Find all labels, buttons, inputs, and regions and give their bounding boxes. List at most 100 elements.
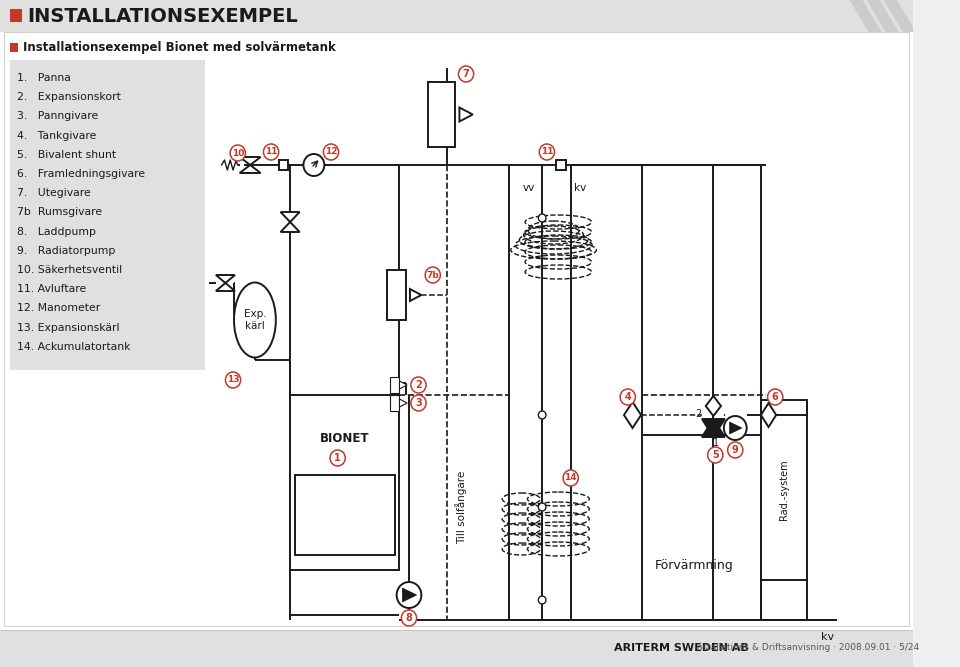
Polygon shape xyxy=(702,419,725,437)
Polygon shape xyxy=(410,289,421,301)
Bar xyxy=(4,32,909,626)
Text: 7: 7 xyxy=(463,69,469,79)
Polygon shape xyxy=(460,107,472,121)
Text: 1: 1 xyxy=(713,438,719,448)
Circle shape xyxy=(540,144,555,160)
Text: 6.   Framledningsgivare: 6. Framledningsgivare xyxy=(17,169,145,179)
Text: Till solfångare: Till solfångare xyxy=(455,471,468,544)
Text: 11: 11 xyxy=(540,147,553,157)
Text: 11: 11 xyxy=(265,147,277,157)
Circle shape xyxy=(539,411,546,419)
Polygon shape xyxy=(240,157,260,165)
Bar xyxy=(390,395,399,411)
Text: 11. Avluftare: 11. Avluftare xyxy=(17,284,86,294)
Circle shape xyxy=(620,389,636,405)
Text: kv: kv xyxy=(821,632,834,642)
Text: 2.   Expansionskort: 2. Expansionskort xyxy=(17,92,121,102)
Circle shape xyxy=(226,372,241,388)
Circle shape xyxy=(330,450,346,466)
Text: 13: 13 xyxy=(227,376,239,384)
Circle shape xyxy=(539,503,546,511)
Circle shape xyxy=(324,144,339,160)
Text: 3: 3 xyxy=(415,398,421,408)
Polygon shape xyxy=(624,402,641,428)
Text: INSTALLATIONSEXEMPEL: INSTALLATIONSEXEMPEL xyxy=(28,7,299,25)
Polygon shape xyxy=(399,381,407,389)
Text: 10. Säkerhetsventil: 10. Säkerhetsventil xyxy=(17,265,122,275)
Circle shape xyxy=(425,267,441,283)
Polygon shape xyxy=(216,283,235,291)
Circle shape xyxy=(411,395,426,411)
Circle shape xyxy=(401,610,417,626)
Text: 12: 12 xyxy=(324,147,337,157)
Bar xyxy=(761,400,806,580)
Circle shape xyxy=(411,377,426,393)
Bar xyxy=(10,9,22,22)
Text: 10: 10 xyxy=(231,149,244,157)
Circle shape xyxy=(303,154,324,176)
Text: 14: 14 xyxy=(564,474,577,482)
Text: Installations & Driftsanvisning · 2008.09.01 · 5/24: Installations & Driftsanvisning · 2008.0… xyxy=(694,644,920,652)
Text: 3.   Panngivare: 3. Panngivare xyxy=(17,111,98,121)
Text: BIONET: BIONET xyxy=(320,432,370,444)
Bar xyxy=(278,160,288,170)
Text: 13. Expansionskärl: 13. Expansionskärl xyxy=(17,323,120,333)
Text: ARITERM SWEDEN AB: ARITERM SWEDEN AB xyxy=(613,643,748,653)
Circle shape xyxy=(539,596,546,604)
Polygon shape xyxy=(240,165,260,173)
Text: 5.   Bivalent shunt: 5. Bivalent shunt xyxy=(17,150,116,160)
Polygon shape xyxy=(216,275,235,283)
Text: Rad.-system: Rad.-system xyxy=(779,460,789,520)
Circle shape xyxy=(708,447,723,463)
Circle shape xyxy=(724,416,747,440)
Text: 5: 5 xyxy=(712,450,719,460)
Bar xyxy=(387,270,406,320)
Text: 4.   Tankgivare: 4. Tankgivare xyxy=(17,131,97,141)
Bar xyxy=(0,0,913,32)
Circle shape xyxy=(396,582,421,608)
Bar xyxy=(10,60,204,370)
Circle shape xyxy=(564,470,578,486)
Bar xyxy=(0,32,913,630)
Ellipse shape xyxy=(234,283,276,358)
Text: 9.   Radiatorpump: 9. Radiatorpump xyxy=(17,246,115,256)
Text: 6: 6 xyxy=(772,392,779,402)
Text: 7.   Utegivare: 7. Utegivare xyxy=(17,188,91,198)
Text: 12. Manometer: 12. Manometer xyxy=(17,303,101,313)
Polygon shape xyxy=(280,212,300,222)
Circle shape xyxy=(263,144,278,160)
Polygon shape xyxy=(402,588,417,602)
Text: 2: 2 xyxy=(695,409,702,419)
Text: 8: 8 xyxy=(405,613,413,623)
Polygon shape xyxy=(280,222,300,232)
Bar xyxy=(428,82,455,147)
Text: 4: 4 xyxy=(624,392,631,402)
Polygon shape xyxy=(761,403,776,427)
Text: Installationsexempel Bionet med solvärmetank: Installationsexempel Bionet med solvärme… xyxy=(23,41,336,55)
Text: Exp.
kärl: Exp. kärl xyxy=(244,309,266,331)
Text: 7b: 7b xyxy=(426,271,439,279)
Text: 14. Ackumulatortank: 14. Ackumulatortank xyxy=(17,342,131,352)
Circle shape xyxy=(459,66,473,82)
Polygon shape xyxy=(702,419,725,437)
Text: kv: kv xyxy=(573,183,586,193)
Text: 7b  Rumsgivare: 7b Rumsgivare xyxy=(17,207,103,217)
Polygon shape xyxy=(399,399,407,407)
Circle shape xyxy=(728,442,743,458)
Circle shape xyxy=(768,389,782,405)
Circle shape xyxy=(539,214,546,222)
Bar xyxy=(557,160,566,170)
Text: 9: 9 xyxy=(732,445,738,455)
Text: 2: 2 xyxy=(415,380,421,390)
Text: Förvärmning: Förvärmning xyxy=(655,558,733,572)
Bar xyxy=(390,377,399,393)
Text: 8.   Laddpump: 8. Laddpump xyxy=(17,227,96,237)
Text: 1: 1 xyxy=(334,453,341,463)
Bar xyxy=(0,630,913,667)
Polygon shape xyxy=(730,422,742,434)
Bar xyxy=(295,475,395,555)
Bar xyxy=(290,395,399,570)
Text: vv: vv xyxy=(522,183,535,193)
Bar xyxy=(10,43,18,52)
Polygon shape xyxy=(706,396,721,416)
